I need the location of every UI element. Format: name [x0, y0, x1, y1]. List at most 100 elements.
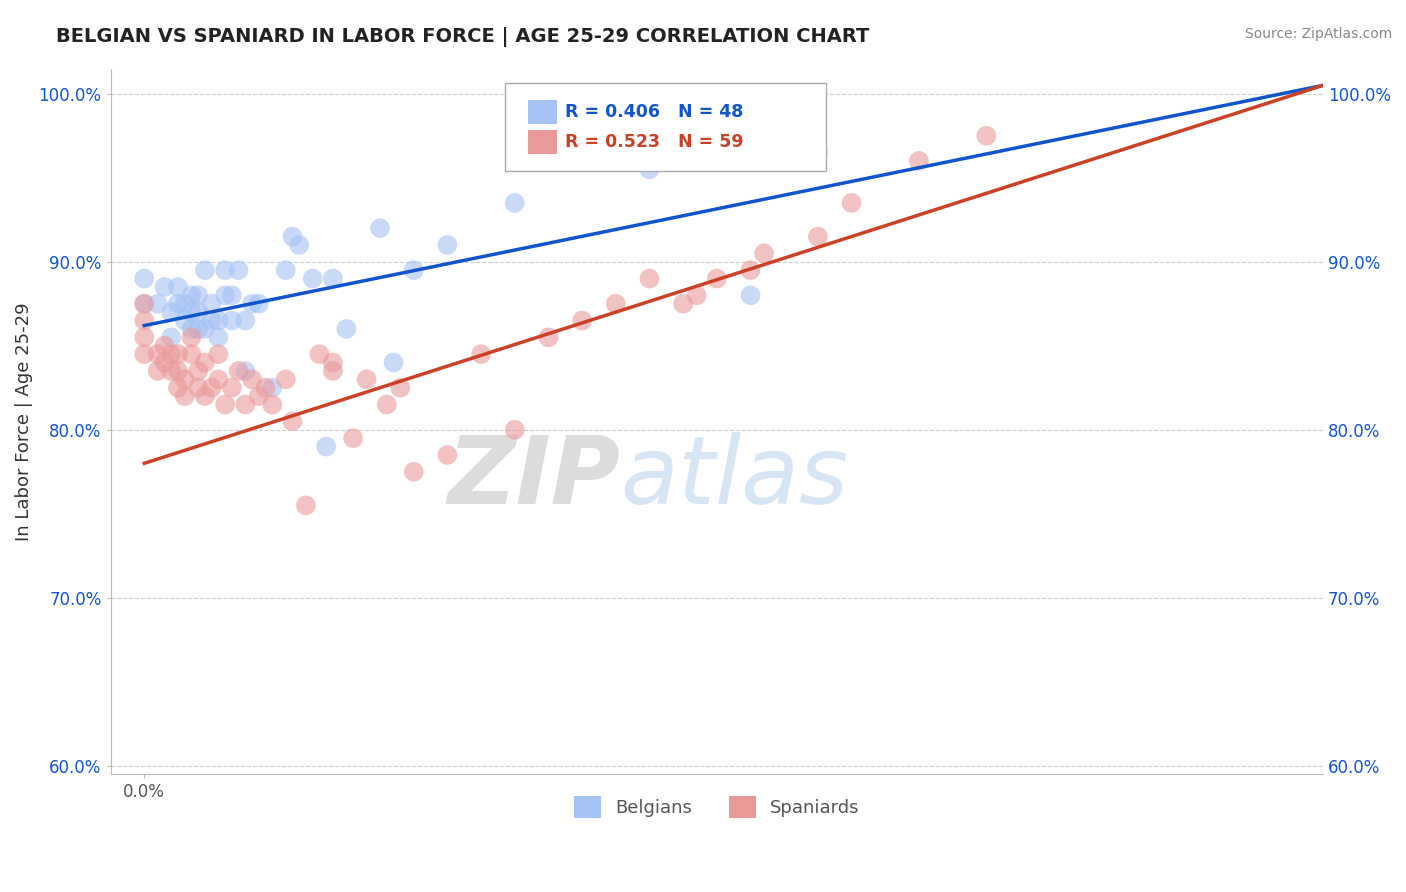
Point [247, 296, 270, 310]
Point [228, 263, 250, 277]
Point [322, 364, 344, 378]
Point [153, 280, 176, 294]
FancyBboxPatch shape [505, 83, 825, 171]
Point [389, 381, 412, 395]
Point [315, 440, 337, 454]
Point [685, 288, 707, 302]
Point [503, 423, 526, 437]
Point [167, 280, 190, 294]
Point [180, 305, 202, 319]
Point [187, 322, 209, 336]
Point [167, 347, 190, 361]
Point [146, 296, 169, 310]
Text: BELGIAN VS SPANIARD IN LABOR FORCE | AGE 25-29 CORRELATION CHART: BELGIAN VS SPANIARD IN LABOR FORCE | AGE… [56, 27, 870, 46]
Point [194, 389, 217, 403]
Point [214, 288, 236, 302]
Point [322, 271, 344, 285]
Point [167, 381, 190, 395]
Legend: Belgians, Spaniards: Belgians, Spaniards [567, 789, 868, 825]
Point [146, 347, 169, 361]
Point [295, 499, 318, 513]
Point [214, 263, 236, 277]
Point [221, 288, 243, 302]
Point [167, 296, 190, 310]
FancyBboxPatch shape [527, 100, 557, 124]
Point [342, 431, 364, 445]
Point [173, 313, 195, 327]
Point [274, 263, 297, 277]
Point [134, 330, 156, 344]
Point [571, 313, 593, 327]
Text: R = 0.406   N = 48: R = 0.406 N = 48 [565, 103, 744, 120]
Point [173, 372, 195, 386]
Point [221, 381, 243, 395]
Point [180, 322, 202, 336]
Point [356, 372, 378, 386]
Point [254, 381, 277, 395]
Point [368, 221, 391, 235]
Point [240, 296, 263, 310]
Point [807, 145, 830, 160]
Point [382, 355, 405, 369]
Point [201, 381, 224, 395]
Point [740, 288, 762, 302]
Point [571, 153, 593, 168]
Point [167, 364, 190, 378]
Point [470, 347, 492, 361]
Point [187, 381, 209, 395]
Point [262, 381, 284, 395]
Point [187, 364, 209, 378]
Point [233, 313, 256, 327]
Point [134, 271, 156, 285]
Point [180, 288, 202, 302]
Point [160, 364, 183, 378]
Point [160, 347, 183, 361]
Point [214, 398, 236, 412]
Point [207, 347, 229, 361]
Point [807, 229, 830, 244]
Y-axis label: In Labor Force | Age 25-29: In Labor Force | Age 25-29 [15, 302, 32, 541]
Point [146, 364, 169, 378]
Point [153, 339, 176, 353]
Point [638, 271, 661, 285]
Point [288, 238, 311, 252]
Point [233, 398, 256, 412]
Point [194, 263, 217, 277]
Point [201, 296, 224, 310]
Point [187, 288, 209, 302]
Point [134, 296, 156, 310]
Point [201, 313, 224, 327]
Point [322, 355, 344, 369]
Point [173, 296, 195, 310]
Point [402, 465, 425, 479]
Point [160, 305, 183, 319]
Point [740, 263, 762, 277]
Point [672, 296, 695, 310]
Point [207, 372, 229, 386]
Point [194, 355, 217, 369]
Point [436, 238, 458, 252]
Text: atlas: atlas [620, 433, 848, 524]
Point [134, 296, 156, 310]
Point [153, 355, 176, 369]
Point [976, 128, 998, 143]
Text: R = 0.523   N = 59: R = 0.523 N = 59 [565, 133, 744, 151]
Point [638, 162, 661, 177]
Point [301, 271, 323, 285]
Point [247, 389, 270, 403]
Point [375, 398, 398, 412]
Point [402, 263, 425, 277]
Text: Source: ZipAtlas.com: Source: ZipAtlas.com [1244, 27, 1392, 41]
Point [537, 330, 560, 344]
Point [134, 347, 156, 361]
Point [281, 414, 304, 428]
Point [706, 271, 728, 285]
Point [233, 364, 256, 378]
Point [180, 330, 202, 344]
Point [605, 296, 627, 310]
Point [308, 347, 330, 361]
Point [160, 330, 183, 344]
Point [194, 322, 217, 336]
Point [841, 195, 863, 210]
Point [503, 195, 526, 210]
